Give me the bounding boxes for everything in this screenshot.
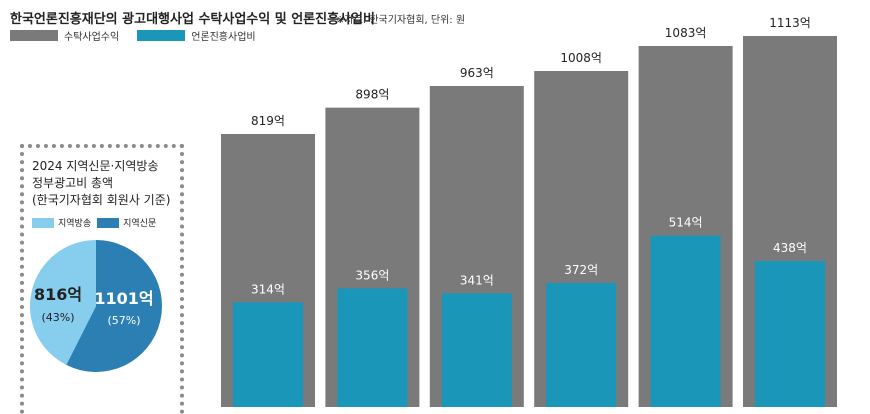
bar-label-revenue-2: 963억	[460, 66, 494, 80]
legend-swatch-promotion	[137, 30, 186, 41]
bar-label-promotion-2: 341억	[460, 273, 494, 287]
bar-promotion-2	[441, 293, 512, 407]
legend-swatch-revenue	[10, 30, 58, 41]
bar-label-revenue-5: 1113억	[769, 16, 811, 30]
pie-legend-item-broadcast: 지역방송	[32, 216, 91, 229]
pie-slice-broadcast	[29, 240, 97, 365]
pie-slice-newspaper	[66, 240, 162, 372]
bar-label-promotion-1: 356억	[355, 268, 389, 282]
bar-promotion-5	[755, 261, 825, 407]
legend-label-revenue: 수탁사업수익	[64, 32, 120, 43]
legend-label-promotion: 언론진흥사업비	[191, 32, 256, 43]
pie-title: 2024 지역신문·지역방송 정부광고비 총액 (한국기자협회 회원사 기준)	[32, 158, 182, 209]
pie-title-line-2: 정부광고비 총액	[32, 176, 114, 190]
bar-label-revenue-0: 819억	[251, 114, 285, 128]
bar-label-promotion-4: 514억	[669, 216, 703, 230]
pie-value-label-newspaper: 1101억	[94, 289, 153, 308]
bar-label-revenue-1: 898억	[355, 88, 389, 102]
pie-legend-item-newspaper: 지역신문	[97, 216, 156, 229]
pie-legend-label-broadcast: 지역방송	[58, 219, 92, 229]
pie-pct-label-broadcast: (43%)	[41, 311, 74, 324]
bar-legend: 수탁사업수익 언론진흥사업비	[10, 28, 274, 43]
bar-label-promotion-3: 372억	[564, 263, 598, 277]
bar-label-promotion-0: 314억	[251, 282, 285, 296]
pie-pct-label-newspaper: (57%)	[107, 314, 140, 327]
pie-title-line-1: 2024 지역신문·지역방송	[32, 159, 159, 173]
bar-promotion-0	[233, 302, 303, 407]
pie-legend-swatch-newspaper	[97, 217, 120, 228]
bar-label-revenue-3: 1008억	[560, 51, 602, 65]
legend-item-promotion: 언론진흥사업비	[137, 28, 256, 43]
bar-promotion-4	[650, 235, 721, 407]
source-note: ※자료: 한국기자협회, 단위: 원	[336, 15, 466, 26]
pie-value-label-broadcast: 816억	[34, 285, 82, 304]
chart-title: 한국언론진흥재단의 광고대행사업 수탁사업수익 및 언론진흥사업비	[10, 12, 375, 27]
pie-inset-box: 2024 지역신문·지역방송 정부광고비 총액 (한국기자협회 회원사 기준) …	[20, 144, 184, 414]
pie-title-line-3: (한국기자협회 회원사 기준)	[32, 193, 171, 207]
bar-label-revenue-4: 1083억	[665, 26, 707, 40]
legend-item-revenue: 수탁사업수익	[10, 28, 119, 43]
pie-chart: 816억 (43%) 1101억 (57%)	[29, 240, 162, 372]
pie-legend: 지역방송 지역신문	[32, 216, 162, 229]
pie-legend-swatch-broadcast	[32, 217, 54, 228]
bar-promotion-1	[337, 288, 408, 407]
pie-legend-label-newspaper: 지역신문	[123, 219, 157, 229]
bar-promotion-3	[546, 283, 617, 407]
bar-label-promotion-5: 438억	[773, 241, 807, 255]
